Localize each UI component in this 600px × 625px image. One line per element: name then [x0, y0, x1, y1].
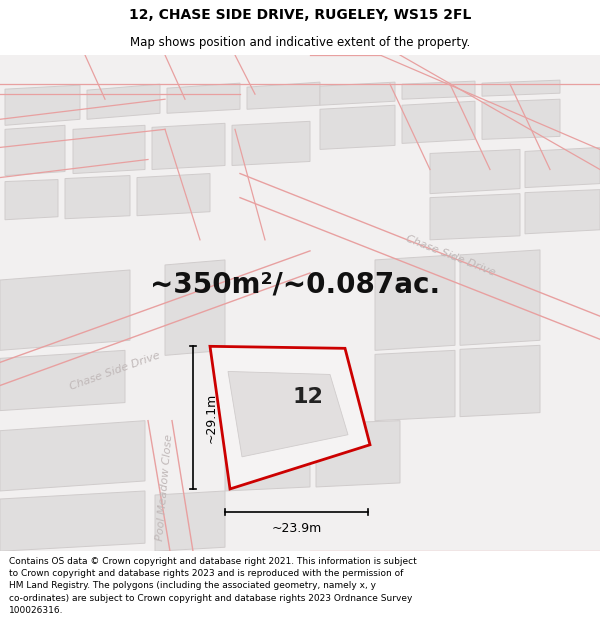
Polygon shape	[148, 421, 193, 551]
Polygon shape	[152, 123, 225, 169]
Polygon shape	[402, 81, 475, 99]
Polygon shape	[430, 194, 520, 240]
Polygon shape	[482, 99, 560, 139]
Polygon shape	[460, 346, 540, 417]
Polygon shape	[402, 101, 475, 143]
Polygon shape	[137, 174, 210, 216]
Polygon shape	[65, 176, 130, 219]
Polygon shape	[155, 491, 225, 551]
Polygon shape	[5, 85, 80, 126]
Polygon shape	[165, 260, 225, 356]
Polygon shape	[247, 82, 320, 109]
Polygon shape	[0, 270, 130, 351]
Polygon shape	[0, 251, 310, 386]
Text: Chase Side Drive: Chase Side Drive	[404, 234, 496, 278]
Text: ~29.1m: ~29.1m	[205, 392, 218, 442]
Polygon shape	[240, 174, 600, 339]
Polygon shape	[0, 421, 145, 491]
Polygon shape	[225, 421, 310, 491]
Polygon shape	[430, 149, 520, 194]
Text: Map shows position and indicative extent of the property.: Map shows position and indicative extent…	[130, 36, 470, 49]
Polygon shape	[320, 82, 395, 105]
Polygon shape	[5, 126, 65, 176]
Polygon shape	[320, 105, 395, 149]
Polygon shape	[0, 351, 125, 411]
Polygon shape	[228, 371, 348, 457]
Polygon shape	[210, 346, 370, 489]
Text: 12, CHASE SIDE DRIVE, RUGELEY, WS15 2FL: 12, CHASE SIDE DRIVE, RUGELEY, WS15 2FL	[129, 8, 471, 22]
Polygon shape	[73, 126, 145, 174]
Polygon shape	[525, 189, 600, 234]
Text: Chase Side Drive: Chase Side Drive	[68, 351, 161, 392]
Text: ~23.9m: ~23.9m	[271, 522, 322, 535]
Polygon shape	[167, 83, 240, 113]
Polygon shape	[525, 148, 600, 188]
Polygon shape	[375, 351, 455, 421]
Text: ~350m²/~0.087ac.: ~350m²/~0.087ac.	[150, 270, 440, 298]
Text: 12: 12	[293, 386, 323, 406]
Polygon shape	[482, 80, 560, 96]
Text: Contains OS data © Crown copyright and database right 2021. This information is : Contains OS data © Crown copyright and d…	[9, 557, 417, 615]
Text: Pool Meadow Close: Pool Meadow Close	[155, 433, 175, 541]
Polygon shape	[460, 250, 540, 346]
Polygon shape	[375, 255, 455, 351]
Polygon shape	[232, 121, 310, 166]
Polygon shape	[87, 84, 160, 119]
Polygon shape	[316, 421, 400, 487]
Polygon shape	[5, 179, 58, 220]
Polygon shape	[0, 491, 145, 551]
